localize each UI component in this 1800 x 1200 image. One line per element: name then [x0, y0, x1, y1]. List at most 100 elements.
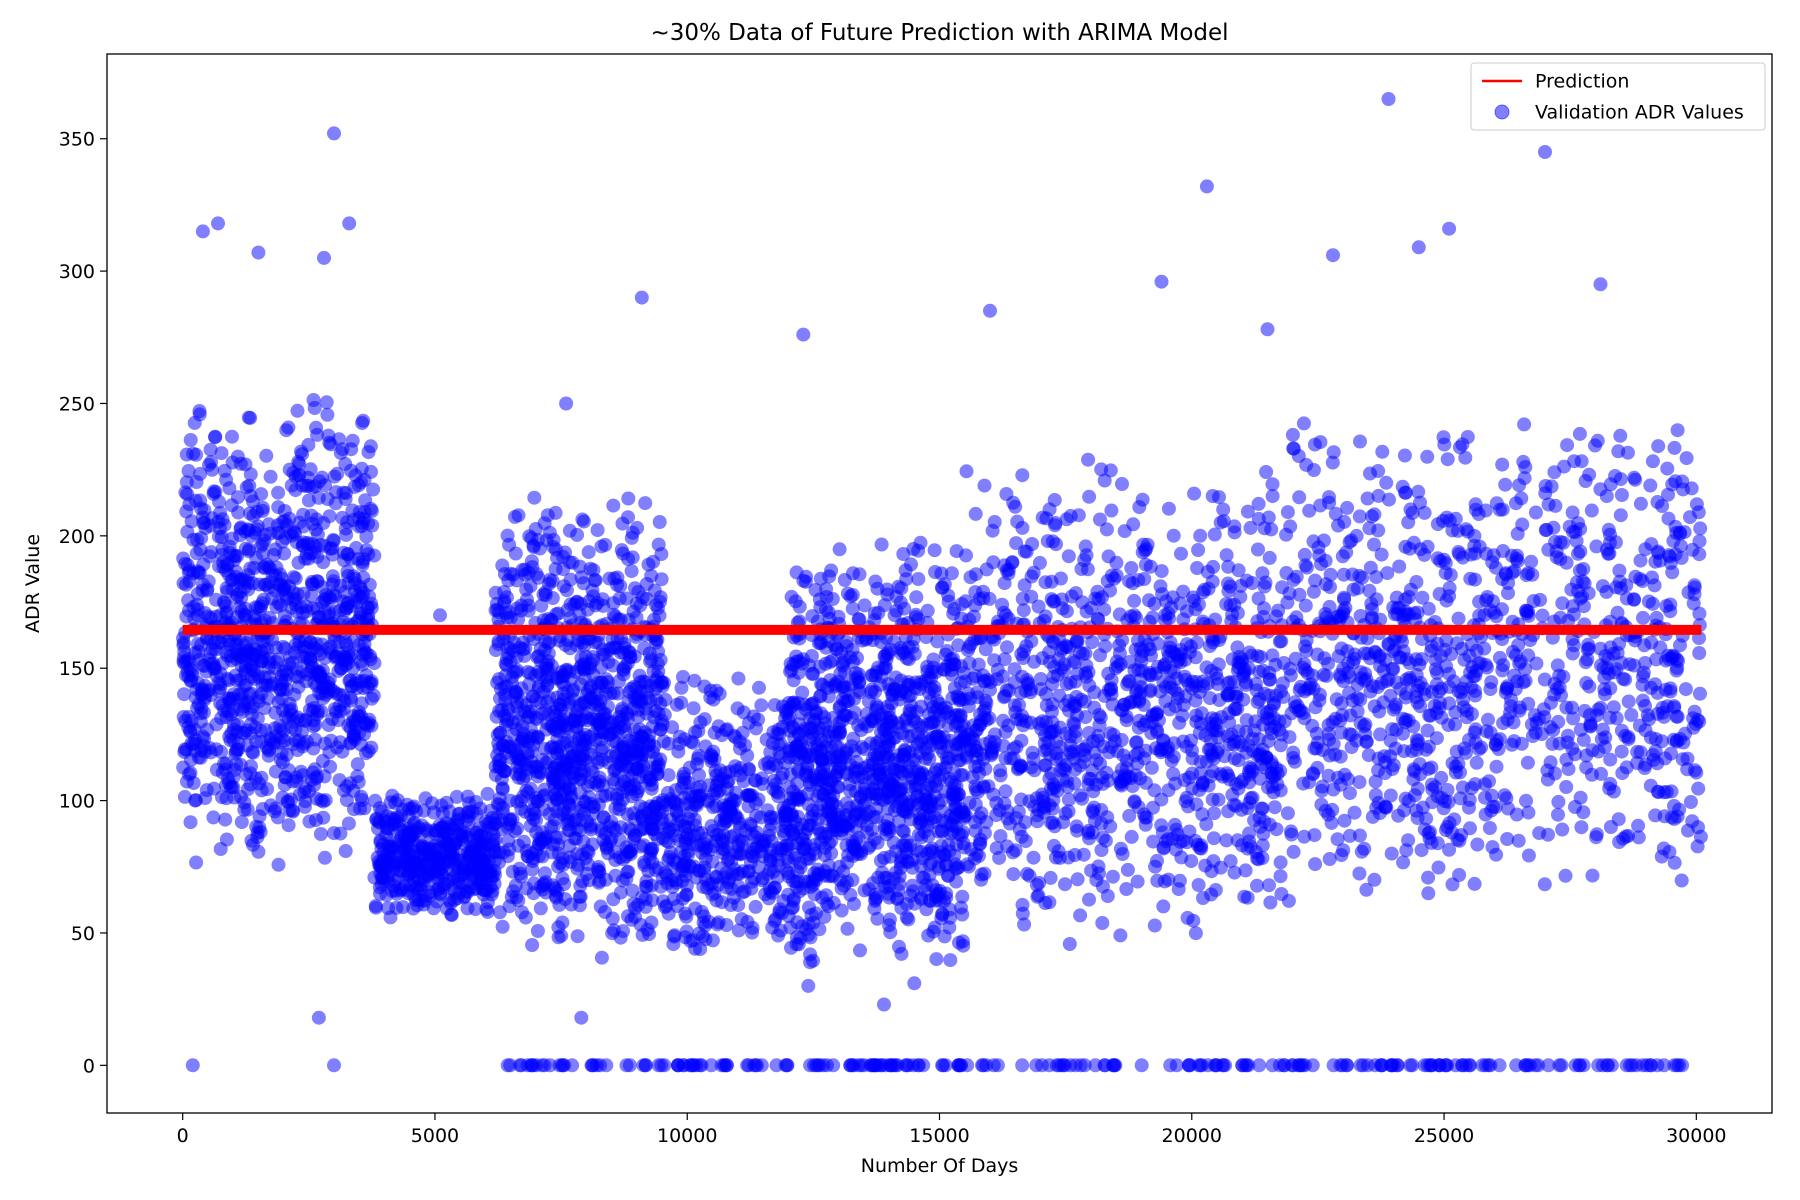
scatter-point-4931 — [1008, 843, 1023, 858]
scatter-point-3791 — [901, 640, 916, 655]
scatter-point-1071 — [357, 715, 372, 730]
scatter-point-2614 — [594, 675, 609, 690]
scatter-point-576 — [252, 809, 267, 824]
scatter-point-988 — [256, 650, 271, 665]
scatter-point-3086 — [676, 670, 690, 684]
scatter-point-4067 — [898, 743, 913, 758]
scatter-point-1069 — [243, 467, 258, 482]
scatter-point-1664 — [638, 496, 653, 511]
scatter-point-972 — [331, 713, 346, 728]
scatter-point-2568 — [548, 562, 563, 576]
scatter-point-1878 — [527, 490, 542, 505]
scatter-point-451 — [243, 561, 258, 576]
scatter-point-4227 — [1105, 869, 1120, 884]
scatter-point-2646 — [530, 731, 544, 746]
scatter-point-549 — [316, 794, 331, 809]
scatter-point-1093 — [343, 690, 358, 705]
scatter-point-939 — [304, 508, 319, 523]
scatter-point-1507 — [421, 847, 436, 862]
scatter-point-823 — [355, 557, 370, 572]
scatter-point-1081 — [318, 588, 333, 602]
scatter-point-4040 — [908, 681, 923, 696]
scatter-point-1541 — [416, 803, 431, 818]
scatter-point-1532 — [400, 837, 415, 852]
scatter-point-707 — [206, 486, 221, 501]
scatter-point-4153 — [900, 854, 915, 869]
scatter-point-3012 — [694, 904, 709, 919]
scatter-point-778 — [295, 447, 310, 462]
scatter-point-991 — [274, 691, 289, 706]
scatter-point-4191 — [923, 795, 938, 809]
scatter-point-653 — [208, 642, 223, 657]
scatter-point-611 — [257, 701, 272, 716]
scatter-point-4154 — [819, 590, 834, 604]
scatter-point-4161 — [804, 810, 818, 825]
scatter-point-2531 — [638, 892, 653, 906]
scatter-point-3062 — [742, 864, 756, 878]
scatter-point-2780 — [748, 899, 763, 914]
scatter-point-2223 — [606, 892, 621, 907]
scatter-point-4093 — [911, 778, 926, 793]
scatter-point-4399 — [1113, 928, 1128, 943]
scatter-point-3806 — [943, 953, 958, 968]
scatter-point-4094 — [901, 797, 916, 812]
scatter-point-1611 — [533, 901, 548, 916]
scatter-point-2492 — [576, 660, 591, 675]
scatter-point-4121 — [888, 670, 903, 685]
scatter-point-2607 — [512, 738, 527, 753]
scatter-point-2558 — [610, 578, 625, 592]
scatter-point-2576 — [593, 702, 608, 716]
scatter-point-4177 — [816, 787, 831, 802]
scatter-point-2596 — [630, 691, 645, 706]
scatter-point-1735 — [590, 523, 605, 538]
scatter-point-979 — [291, 680, 306, 695]
scatter-point-3005 — [703, 690, 718, 705]
scatter-point-3099 — [681, 797, 696, 811]
scatter-point-865 — [252, 776, 266, 791]
scatter-point-4949 — [1074, 562, 1089, 576]
scatter-point-431 — [176, 551, 191, 566]
scatter-point-3092 — [741, 761, 756, 776]
scatter-point-907 — [195, 682, 209, 696]
scatter-point-4112 — [920, 717, 935, 732]
scatter-point-4132 — [861, 694, 876, 709]
scatter-point-2604 — [634, 729, 649, 743]
scatter-point-2605 — [497, 567, 512, 581]
scatter-point-2570 — [560, 633, 575, 647]
scatter-point-4108 — [819, 896, 834, 911]
scatter-point-2533 — [565, 555, 580, 570]
scatter-point-4184 — [795, 685, 810, 700]
scatter-point-3958 — [945, 651, 960, 666]
scatter-point-1046 — [277, 609, 292, 624]
scatter-point-1098 — [255, 503, 270, 518]
scatter-point-3069 — [705, 933, 720, 948]
scatter-point-1511 — [373, 866, 388, 881]
scatter-point-599 — [357, 472, 372, 487]
scatter-point-812 — [198, 744, 212, 759]
scatter-point-708 — [344, 463, 358, 478]
scatter-point-3068 — [675, 891, 690, 906]
scatter-point-2583 — [569, 831, 583, 846]
scatter-point-1539 — [407, 858, 422, 873]
scatter-point-1521 — [435, 868, 450, 882]
scatter-point-4821 — [1251, 591, 1266, 606]
scatter-point-506 — [319, 395, 334, 410]
scatter-point-4742 — [959, 548, 973, 563]
scatter-point-76 — [338, 844, 353, 858]
scatter-point-756 — [182, 497, 197, 512]
scatter-point-4107 — [803, 947, 818, 962]
scatter-point-2528 — [619, 871, 634, 886]
scatter-point-761 — [244, 528, 259, 543]
scatter-point-1032 — [179, 577, 194, 592]
scatter-point-4115 — [790, 776, 805, 791]
scatter-point-3834 — [934, 566, 949, 581]
scatter-point-984 — [278, 770, 293, 785]
scatter-point-820 — [241, 410, 256, 425]
scatter-point-665 — [286, 570, 301, 585]
scatter-point-3726 — [817, 909, 832, 924]
scatter-point-4156 — [924, 681, 939, 696]
scatter-point-4666 — [987, 515, 1002, 529]
scatter-point-2340 — [588, 573, 603, 588]
scatter-point-3710 — [802, 900, 816, 915]
scatter-point-64 — [206, 810, 221, 825]
